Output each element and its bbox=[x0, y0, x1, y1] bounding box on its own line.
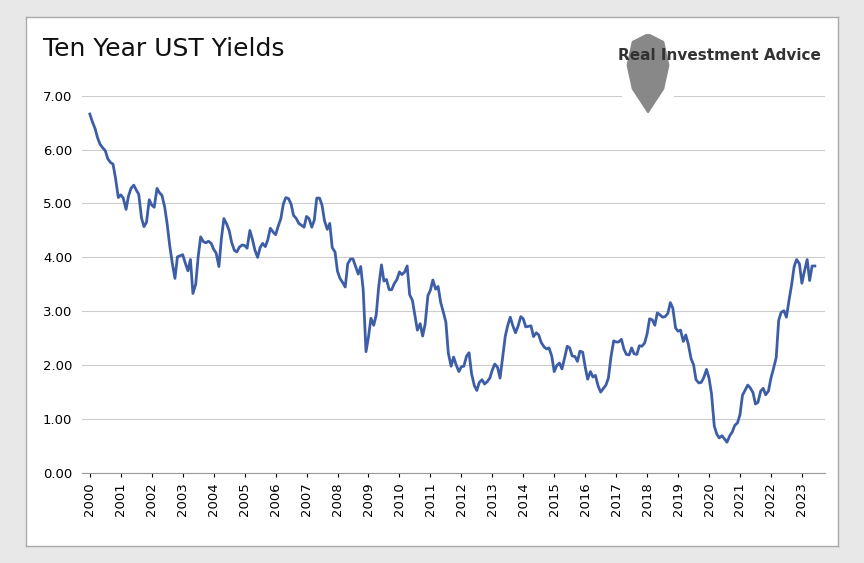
Polygon shape bbox=[627, 34, 669, 113]
Text: Real Investment Advice: Real Investment Advice bbox=[618, 48, 821, 63]
Text: Ten Year UST Yields: Ten Year UST Yields bbox=[43, 37, 285, 61]
